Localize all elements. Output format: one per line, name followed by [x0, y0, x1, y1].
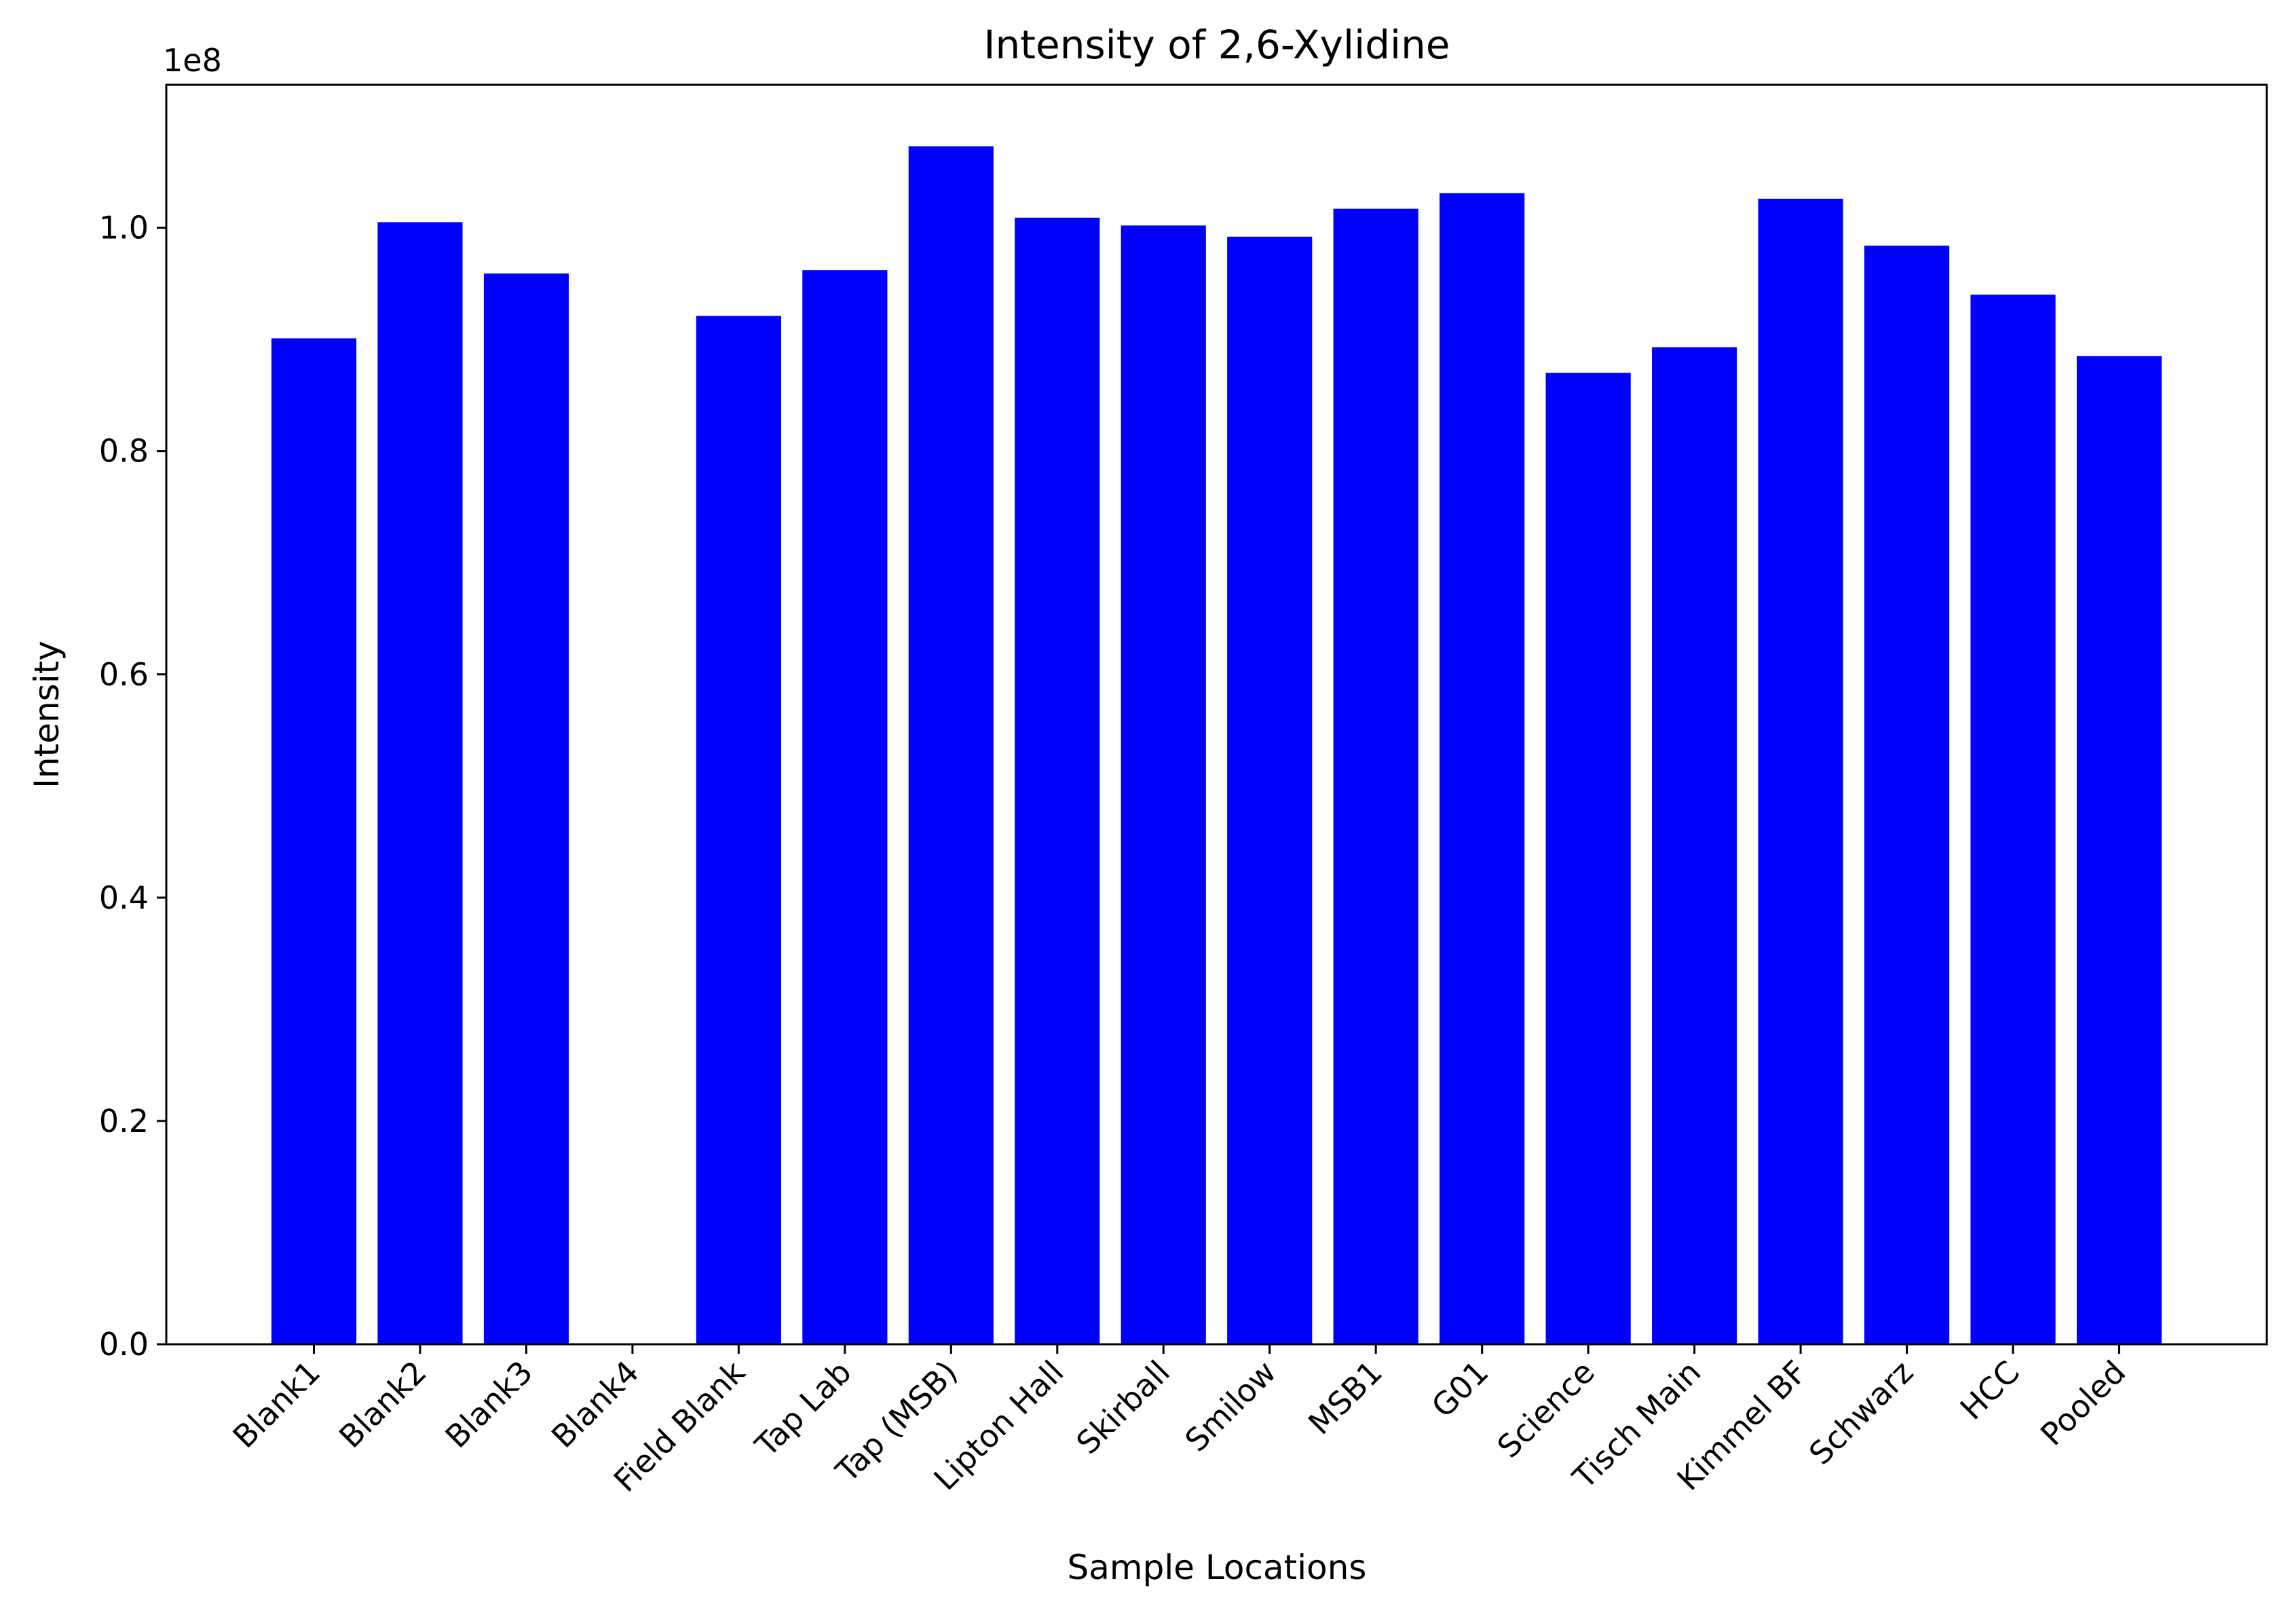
y-tick-label: 0.0: [99, 1326, 149, 1363]
x-tick-label: Tap Lab: [748, 1354, 859, 1464]
x-tick-label: Schwarz: [1802, 1354, 1920, 1472]
bar: [1121, 225, 1206, 1344]
chart-title: Intensity of 2,6-Xylidine: [983, 22, 1450, 68]
bar: [1227, 236, 1313, 1344]
bar: [696, 316, 781, 1345]
bar: [1864, 245, 1950, 1345]
bar: [908, 146, 994, 1344]
y-axis: 0.0 0.2 0.4 0.6 0.8 1.0: [99, 210, 166, 1363]
x-tick-label: MSB1: [1301, 1354, 1389, 1442]
bar: [2076, 356, 2162, 1344]
x-tick-label: Blank1: [226, 1354, 328, 1456]
x-tick-label: HCC: [1953, 1354, 2027, 1427]
x-tick-label: Pooled: [2033, 1354, 2132, 1453]
y-axis-label: Intensity: [27, 641, 67, 789]
bar: [1970, 295, 2056, 1345]
bar: [377, 222, 463, 1344]
bar: [1439, 193, 1525, 1345]
y-tick-label: 0.4: [99, 879, 149, 916]
x-tick-label: Smilow: [1178, 1354, 1283, 1459]
bar: [1545, 373, 1631, 1344]
y-axis-offset-label: 1e8: [163, 42, 222, 79]
x-tick-label: Blank4: [544, 1354, 646, 1456]
plot-area: [271, 146, 2162, 1345]
x-tick-label: Blank3: [438, 1354, 540, 1456]
y-tick-label: 0.8: [99, 433, 149, 470]
y-tick-label: 0.2: [99, 1103, 149, 1139]
bar: [802, 270, 888, 1344]
bar: [1652, 347, 1737, 1344]
bar: [1333, 208, 1418, 1344]
x-tick-label: Skirball: [1069, 1354, 1177, 1462]
bar: [271, 338, 357, 1344]
plot-frame: [165, 83, 2268, 1346]
bar: [1758, 198, 1843, 1345]
x-axis-label: Sample Locations: [1068, 1548, 1367, 1587]
bar: [483, 273, 569, 1344]
x-tick-label: Science: [1490, 1354, 1602, 1465]
y-tick-label: 1.0: [99, 210, 149, 246]
x-tick-label: Blank2: [332, 1354, 434, 1456]
y-tick-label: 0.6: [99, 656, 149, 693]
x-tick-label: G01: [1425, 1354, 1496, 1425]
bar: [1015, 217, 1100, 1344]
